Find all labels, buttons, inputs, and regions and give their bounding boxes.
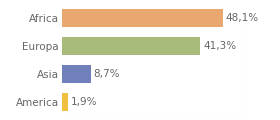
Bar: [62, 93, 68, 111]
Text: 8,7%: 8,7%: [94, 69, 120, 79]
Text: 41,3%: 41,3%: [203, 41, 236, 51]
Bar: [62, 37, 200, 55]
Text: 1,9%: 1,9%: [71, 97, 97, 107]
Text: 48,1%: 48,1%: [226, 13, 259, 23]
Bar: [62, 9, 223, 27]
Bar: [62, 65, 91, 83]
